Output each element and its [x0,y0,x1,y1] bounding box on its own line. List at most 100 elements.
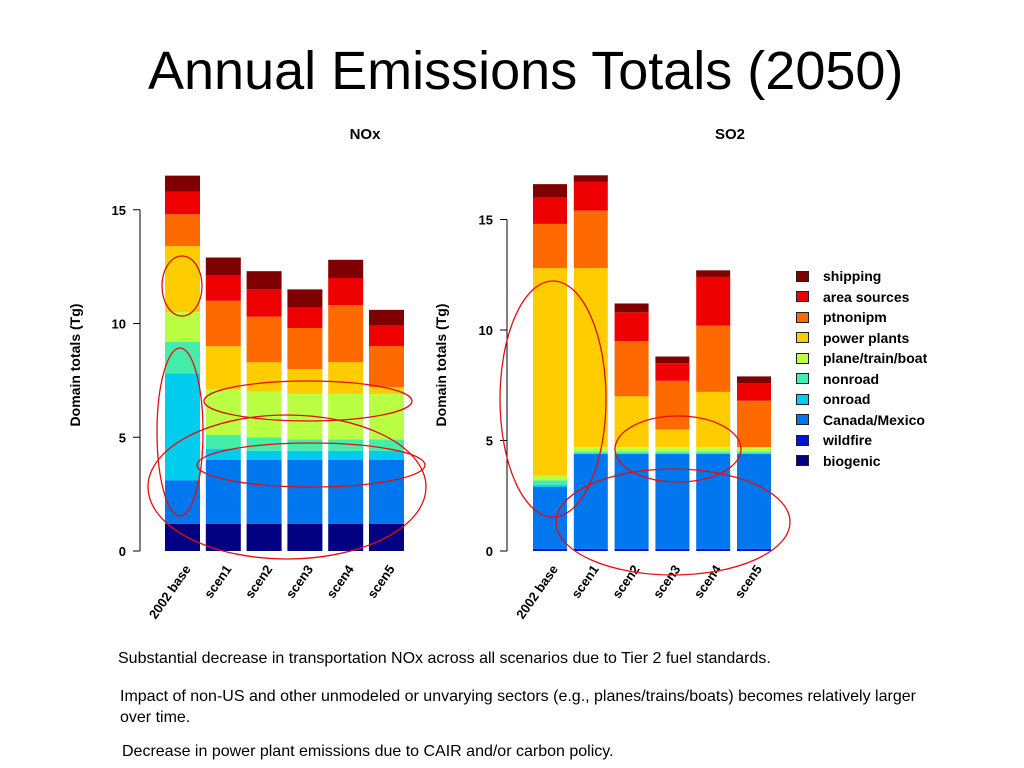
legend-item: power plants [796,328,927,349]
x-tick-label: scen4 [323,561,357,600]
y-axis-label: Domain totals (Tg) [67,304,83,427]
bar-segment-ptnonipm [287,328,323,369]
x-tick-label: scen2 [242,562,275,601]
bar-segment-ptnonipm [614,341,649,397]
bar-segment-biogenic [205,523,241,551]
bar-segment-onroad [165,373,200,481]
bar-segment-wildfire [533,548,567,551]
bar-segment-ptnonipm [205,300,241,347]
bar-segment-nonroad [287,439,323,451]
x-tick-label: scen3 [283,562,316,601]
chart-title: NOx [350,126,382,143]
legend-item: Canada/Mexico [796,410,927,431]
bar-segment-shipping [533,184,567,198]
highlight-ellipse [161,255,203,317]
bar-segment-area-sources [696,276,731,326]
bar-segment-canada-mexico [246,460,282,524]
slide-title: Annual Emissions Totals (2050) [148,41,904,101]
y-axis-label: Domain totals (Tg) [433,304,449,427]
bar-segment-wildfire [737,548,771,551]
bar-segment-wildfire [614,548,649,551]
highlight-ellipse [147,414,427,560]
bar-segment-power-plants [369,387,404,395]
y-tick-label: 5 [486,434,493,449]
bar-segment-area-sources [655,363,690,381]
bar-segment-shipping [573,175,608,182]
bar-segment-canada-mexico [655,453,690,549]
bar-segment-plane-train-boat [573,447,608,452]
bar-segment-canada-mexico [737,453,771,549]
legend-item: plane/train/boat [796,348,927,369]
bar-segment-shipping [737,376,771,384]
bar-segment-biogenic [328,523,364,551]
bar-segment-biogenic [246,523,282,551]
bar-segment-ptnonipm [655,380,690,430]
bar-segment-area-sources [165,191,200,215]
x-tick-label: scen1 [201,562,234,601]
y-tick-label: 10 [479,323,493,338]
chart-legend: shipping area sources ptnonipm power plants… [796,266,927,471]
bar-segment-canada-mexico [205,460,241,524]
bar-segment-power-plants [205,346,241,390]
x-tick-label: 2002 base [513,562,561,622]
legend-label: ptnonipm [823,309,887,326]
legend-swatch [796,291,809,303]
bar-segment-shipping [205,257,241,276]
bar-segment-nonroad [573,451,608,454]
bar-segment-canada-mexico [328,460,364,524]
bar-segment-onroad [369,450,404,460]
legend-label: onroad [823,391,871,408]
bar-segment-canada-mexico [696,453,731,549]
bar-segment-onroad [287,450,323,460]
bar-segment-nonroad [655,451,690,454]
y-tick-label: 15 [112,203,126,218]
legend-item: nonroad [796,369,927,390]
bar-segment-power-plants [246,362,282,392]
y-tick-label: 0 [119,544,126,559]
bar-segment-canada-mexico [369,460,404,524]
bar-segment-ptnonipm [533,223,567,269]
bar-segment-shipping [287,289,323,308]
bar-segment-ptnonipm [573,210,608,269]
bar-segment-area-sources [369,325,404,347]
highlight-ellipse [196,442,426,488]
bar-segment-canada-mexico [614,453,649,549]
bar-segment-power-plants [165,246,200,313]
bar-segment-power-plants [573,268,608,448]
charts-canvas: NOx Domain totals (Tg) 0 5 10 15 2002 base scen… [67,126,791,622]
bar-segment-wildfire [696,548,731,551]
bar-segment-nonroad [246,437,282,451]
bar-segment-onroad [246,450,282,460]
bar-segment-nonroad [205,434,241,449]
bar-segment-biogenic [287,523,323,551]
legend-swatch [796,455,809,467]
x-tick-label: scen5 [732,562,765,601]
highlight-ellipse [614,415,742,483]
legend-swatch [796,270,809,282]
highlight-annotations [147,255,791,576]
bar-segment-nonroad [737,451,771,454]
bar-segment-plane-train-boat [737,447,771,452]
bar-segment-canada-mexico [165,480,200,524]
legend-swatch [796,332,809,344]
y-tick-label: 10 [112,317,126,332]
bar-segment-power-plants [328,362,364,395]
bar-segment-wildfire [655,548,690,551]
bar-segment-plane-train-boat [246,391,282,438]
highlight-ellipse [156,347,204,517]
legend-item: biogenic [796,451,927,472]
legend-swatch [796,414,809,426]
bar-segment-wildfire [573,548,608,551]
x-tick-label: scen4 [691,561,725,600]
legend-item: onroad [796,389,927,410]
legend-swatch [796,373,809,385]
bar-segment-nonroad [328,439,364,451]
bar-segment-ptnonipm [737,400,771,448]
bar-segment-shipping [655,356,690,364]
note-power-plant-decrease: Decrease in power plant emissions due to… [122,743,614,760]
bar-segment-plane-train-boat [696,447,731,452]
legend-label: wildfire [823,432,873,449]
y-tick-label: 15 [479,213,493,228]
y-tick-label: 5 [119,430,126,445]
bar-segment-shipping [246,271,282,290]
